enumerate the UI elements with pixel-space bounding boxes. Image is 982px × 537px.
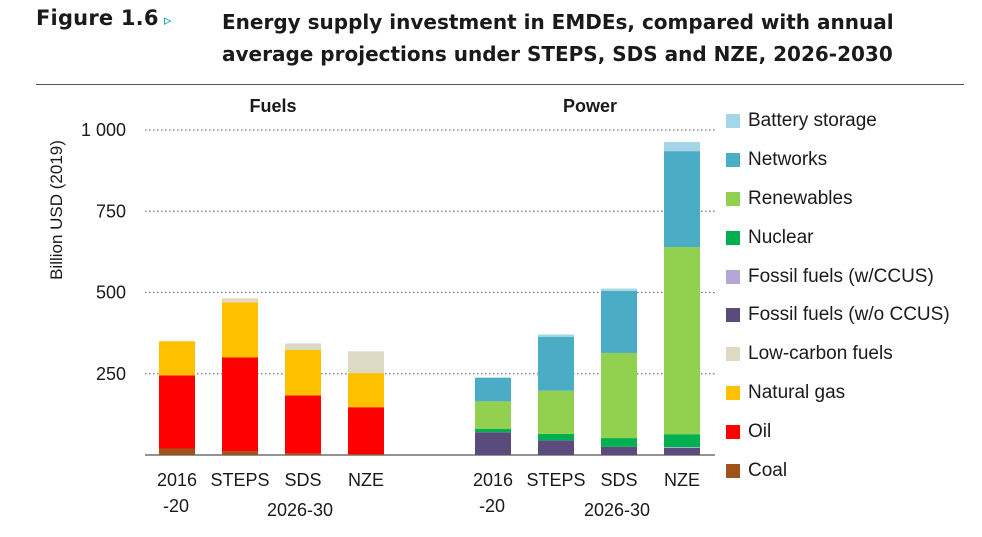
bar-segment: [159, 448, 195, 455]
x-tick-label: NZE: [348, 470, 384, 490]
bar-segment: [348, 454, 384, 455]
legend-item: Oil: [726, 412, 950, 451]
bar-segment: [664, 434, 700, 448]
x-tick-label: -20: [163, 496, 189, 516]
bar-segment: [601, 446, 637, 455]
legend-item: Fossil fuels (w/CCUS): [726, 257, 950, 296]
bar-segment: [664, 151, 700, 247]
bar-segment: [285, 395, 321, 454]
bar-segment: [538, 336, 574, 391]
bar-segment: [601, 290, 637, 353]
bar-segment: [538, 433, 574, 441]
bar-segment: [664, 447, 700, 448]
bar-segment: [475, 429, 511, 433]
bar-segment: [538, 440, 574, 455]
legend-swatch: [726, 308, 740, 323]
legend-item: Coal: [726, 451, 950, 490]
bar-segment: [348, 351, 384, 374]
x-tick-label: NZE: [664, 470, 700, 490]
legend-label: Natural gas: [748, 381, 846, 403]
y-axis-label: Billion USD (2019): [47, 140, 66, 280]
bar-segment: [159, 341, 195, 376]
bar-segment: [285, 350, 321, 396]
legend-swatch: [726, 269, 740, 284]
legend-swatch: [726, 153, 740, 168]
x-tick-label: -20: [479, 496, 505, 516]
legend-item: Networks: [726, 141, 950, 180]
figure-title: Energy supply investment in EMDEs, compa…: [222, 10, 894, 66]
bar-segment: [475, 432, 511, 455]
legend-item: Battery storage: [726, 102, 950, 141]
x-group-label: 2026-30: [584, 500, 650, 520]
legend-label: Networks: [748, 149, 828, 171]
legend-label: Fossil fuels (w/o CCUS): [748, 304, 950, 326]
legend-swatch: [726, 230, 740, 245]
legend-item: Renewables: [726, 180, 950, 219]
x-tick-label: 2016: [157, 470, 197, 490]
legend-item: Fossil fuels (w/o CCUS): [726, 296, 950, 335]
title-divider: [36, 84, 964, 85]
bar-segment: [538, 334, 574, 337]
x-tick-label: SDS: [284, 470, 321, 490]
x-group-label: 2026-30: [267, 500, 333, 520]
bar-segment: [475, 377, 511, 402]
legend-swatch: [726, 385, 740, 400]
legend-label: Nuclear: [748, 226, 814, 248]
legend-swatch: [726, 463, 740, 478]
bar-segment: [601, 352, 637, 439]
legend-label: Coal: [748, 459, 788, 481]
bar-segment: [664, 247, 700, 435]
figure-arrow-icon: ▹: [164, 12, 172, 29]
bar-segment: [222, 357, 258, 452]
bar-segment: [538, 390, 574, 434]
bar-segment: [348, 407, 384, 455]
bar-segment: [222, 298, 258, 303]
panel-title: Power: [563, 96, 617, 116]
x-tick-label: SDS: [600, 470, 637, 490]
legend-swatch: [726, 114, 740, 129]
legend-item: Nuclear: [726, 218, 950, 257]
y-tick-label: 750: [96, 201, 126, 221]
bar-segment: [285, 453, 321, 455]
legend-item: Natural gas: [726, 374, 950, 413]
legend-label: Battery storage: [748, 110, 877, 132]
bar-segment: [222, 451, 258, 455]
y-tick-label: 250: [96, 364, 126, 384]
legend-swatch: [726, 424, 740, 439]
legend-item: Low-carbon fuels: [726, 335, 950, 374]
legend-swatch: [726, 191, 740, 206]
bar-segment: [664, 447, 700, 455]
bar-segment: [159, 375, 195, 449]
bar-segment: [285, 343, 321, 351]
x-tick-label: 2016: [473, 470, 513, 490]
x-tick-label: STEPS: [526, 470, 585, 490]
bar-segment: [601, 438, 637, 447]
legend-label: Renewables: [748, 187, 853, 209]
chart-legend: Battery storage Networks Renewables Nuclear…: [726, 102, 950, 490]
bar-segment: [664, 142, 700, 152]
legend-label: Oil: [748, 420, 772, 442]
bar-segment: [475, 401, 511, 429]
legend-label: Fossil fuels (w/CCUS): [748, 265, 934, 287]
y-tick-label: 1 000: [81, 120, 126, 140]
panel-title: Fuels: [249, 96, 296, 116]
legend-swatch: [726, 347, 740, 362]
bar-segment: [601, 288, 637, 291]
bar-segment: [222, 302, 258, 358]
figure-label: Figure 1.6: [36, 6, 159, 30]
legend-label: Low-carbon fuels: [748, 343, 893, 365]
x-tick-label: STEPS: [210, 470, 269, 490]
bar-segment: [348, 373, 384, 408]
y-tick-label: 500: [96, 283, 126, 303]
